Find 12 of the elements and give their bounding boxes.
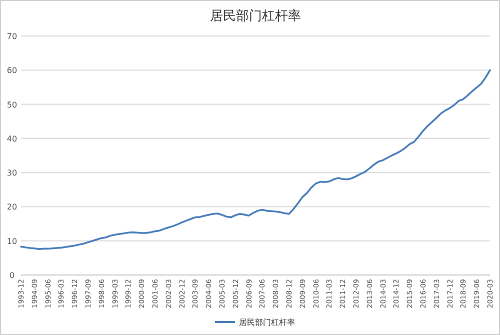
chart-title: 居民部门杠杆率 [210,8,301,24]
legend-label: 居民部门杠杆率 [239,318,295,327]
y-tick-label: 40 [6,134,18,144]
y-tick-label: 30 [6,168,18,178]
legend: 居民部门杠杆率 [215,318,295,327]
y-tick-label: 60 [6,66,18,76]
y-tick-label: 50 [6,100,18,110]
y-tick-label: 10 [6,236,18,246]
y-tick-label: 70 [6,32,18,41]
y-tick-label: 20 [6,202,18,212]
line-series [20,69,491,250]
y-tick-label: 0 [9,271,15,280]
